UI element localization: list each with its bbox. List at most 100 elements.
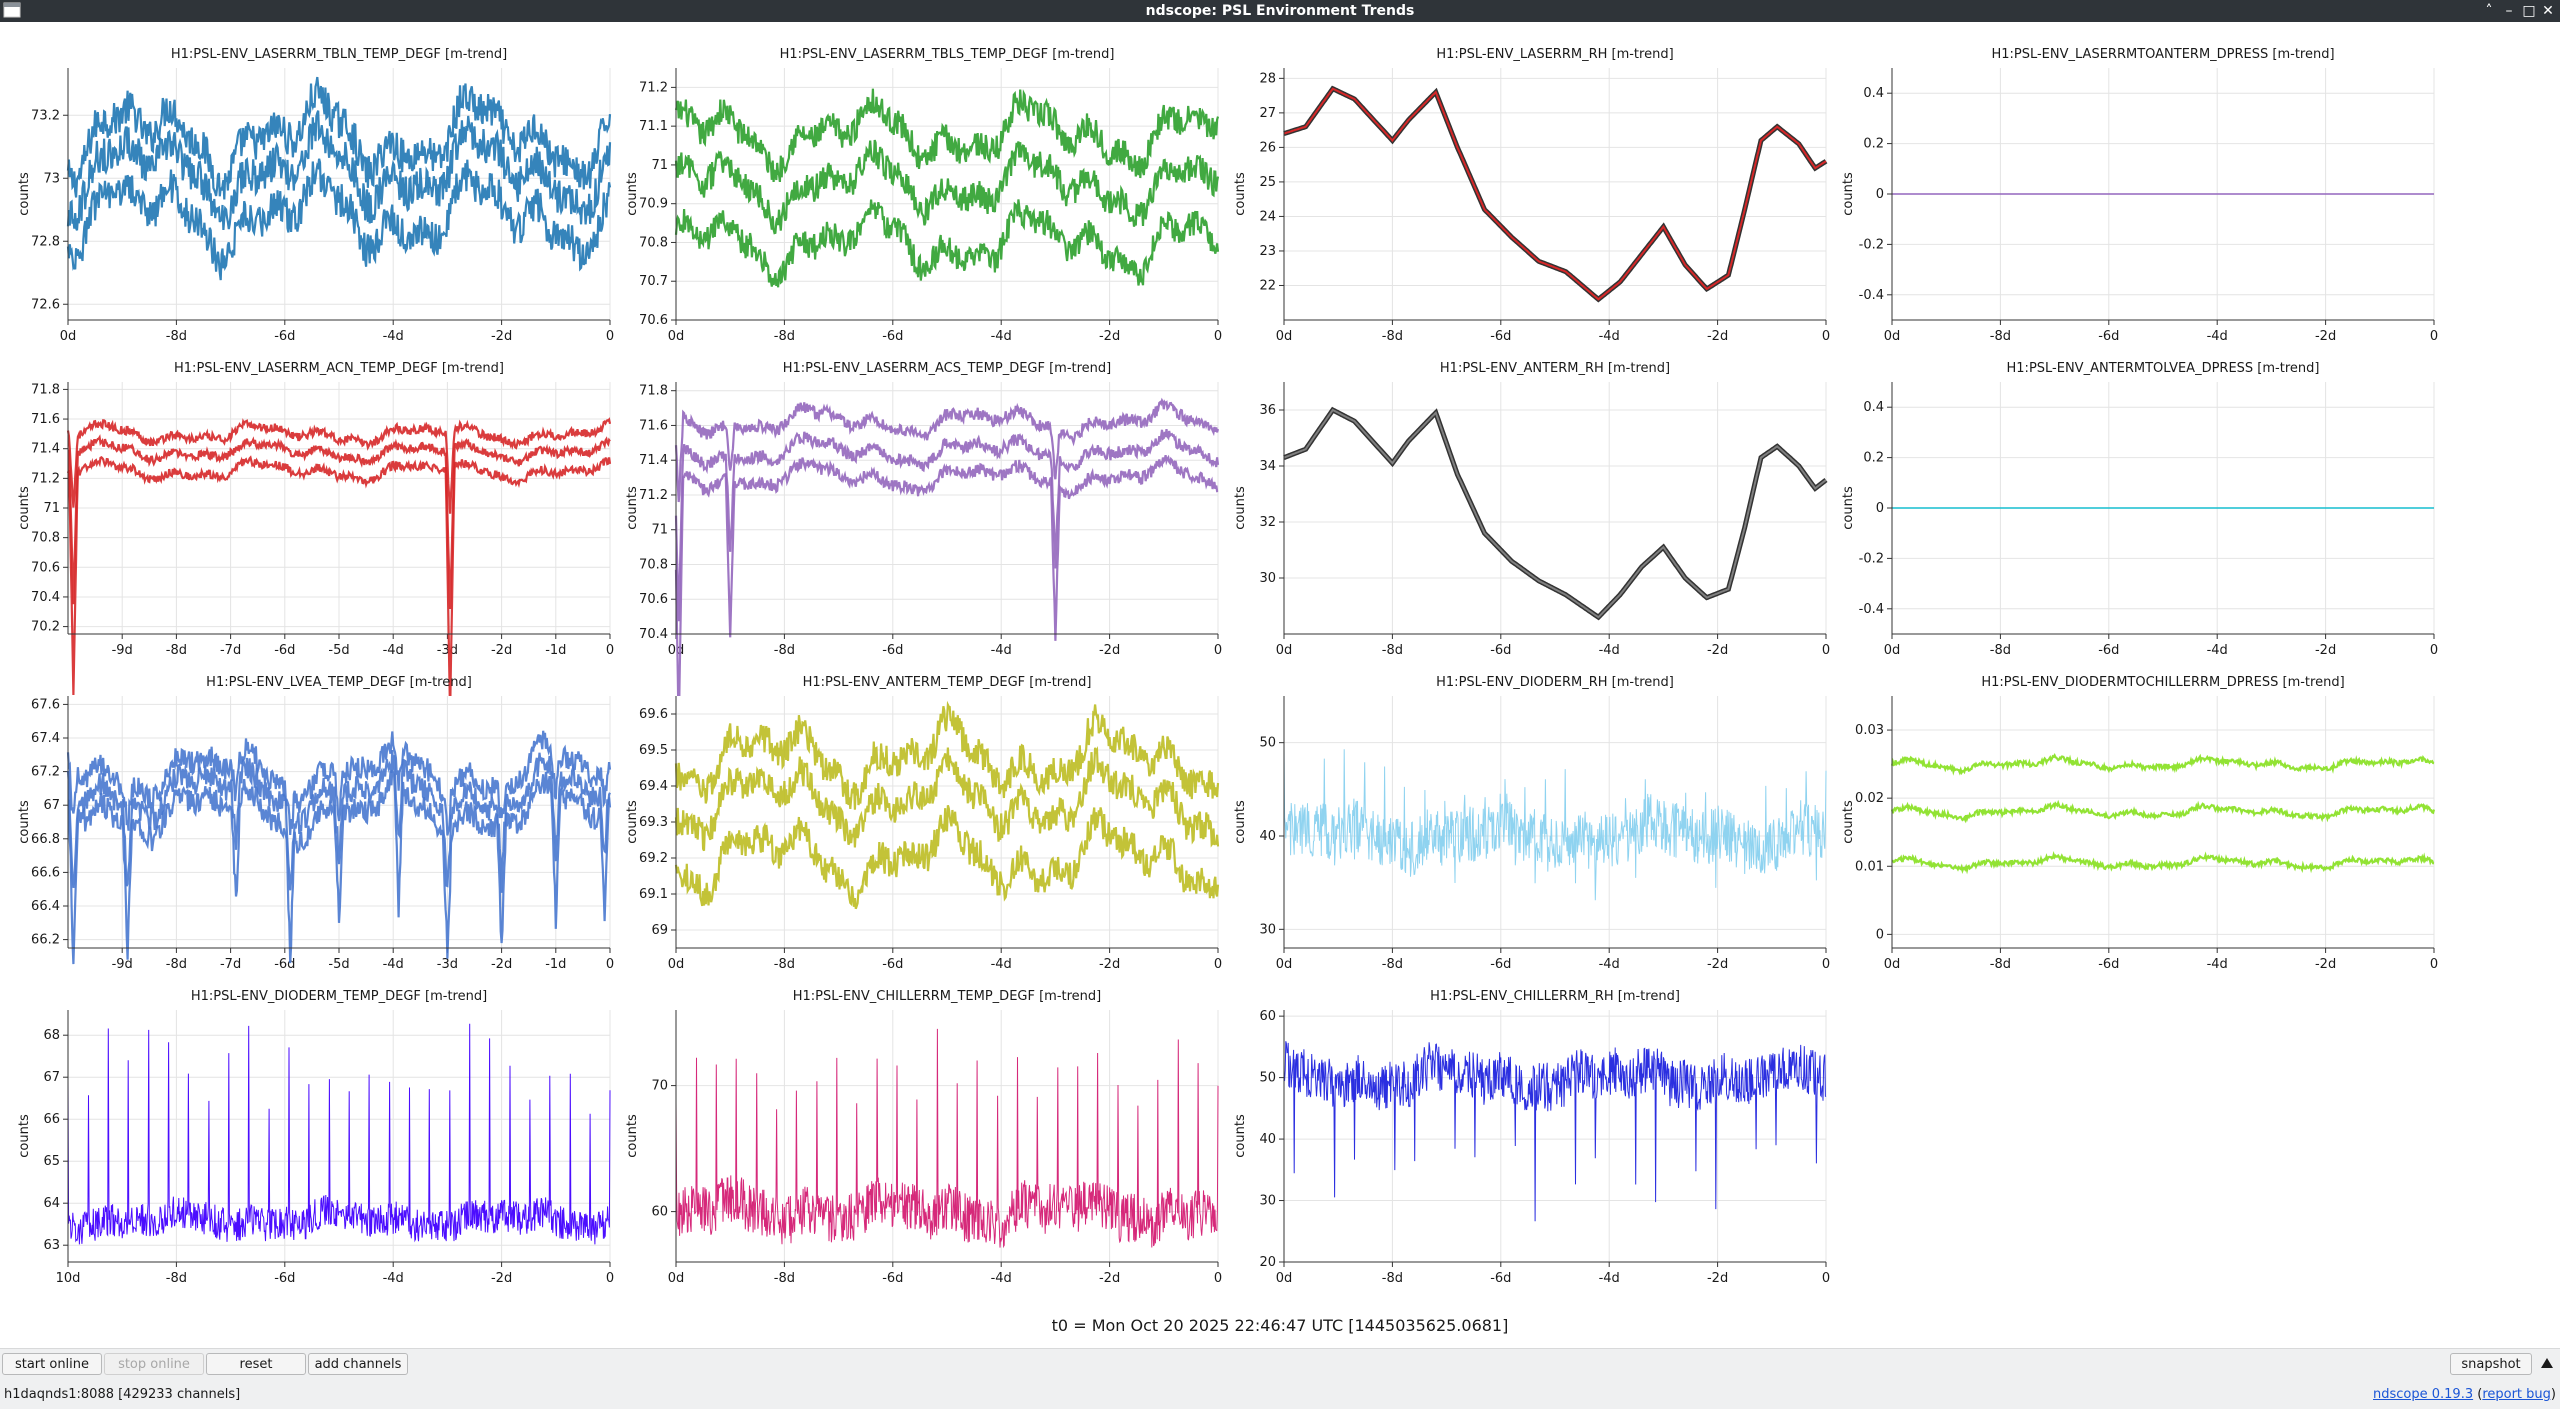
y-tick-label: 70.4: [31, 590, 60, 605]
y-tick-label: 69.3: [639, 815, 668, 830]
y-axis-label: counts: [625, 486, 640, 530]
x-tick-label: 0: [606, 329, 614, 344]
reset-button[interactable]: reset: [206, 1353, 306, 1375]
x-tick-label: -2d: [491, 1271, 512, 1286]
start-online-button[interactable]: start online: [2, 1353, 102, 1375]
report-bug-link[interactable]: report bug: [2482, 1387, 2551, 1402]
plot-title: H1:PSL-ENV_CHILLERRM_RH [m-trend]: [1430, 989, 1680, 1004]
y-tick-label: 70.7: [639, 274, 668, 289]
x-tick-label: 0: [606, 643, 614, 658]
y-tick-label: 0: [1876, 927, 1884, 942]
series-min-line: [67, 769, 612, 965]
plot-title: H1:PSL-ENV_ANTERMTOLVEA_DPRESS [m-trend]: [2007, 361, 2320, 376]
series-min-line: [66, 158, 612, 281]
series-mean-line: [1890, 799, 2436, 824]
x-tick-label: 0: [606, 1271, 614, 1286]
plot-title: H1:PSL-ENV_DIODERMTOCHILLERRM_DPRESS [m-…: [1981, 675, 2344, 690]
y-tick-label: 66.2: [31, 933, 60, 948]
y-tick-label: 36: [1259, 403, 1276, 418]
x-tick-label: -9d: [112, 643, 133, 658]
x-tick-label: 0d: [668, 329, 685, 344]
x-tick-label: -6d: [1490, 957, 1511, 972]
minimize-button[interactable]: –: [2505, 3, 2513, 19]
y-tick-label: 71.4: [639, 453, 668, 468]
x-tick-label: -6d: [274, 643, 295, 658]
y-tick-label: 70.8: [639, 235, 668, 250]
y-tick-label: 71.2: [639, 80, 668, 95]
plot-panel: H1:PSL-ENV_LASERRM_ACN_TEMP_DEGF [m-tren…: [17, 361, 614, 716]
y-tick-label: 67: [43, 798, 60, 813]
version-link[interactable]: ndscope 0.19.3: [2373, 1387, 2474, 1402]
plot-grid[interactable]: H1:PSL-ENV_LASERRM_TBLN_TEMP_DEGF [m-tre…: [0, 22, 2560, 1292]
y-axis-label: counts: [1841, 486, 1856, 530]
y-tick-label: 72.8: [31, 234, 60, 249]
x-tick-label: -4d: [991, 1271, 1012, 1286]
x-tick-label: -8d: [774, 1271, 795, 1286]
plot-panel: H1:PSL-ENV_DIODERM_TEMP_DEGF [m-trend] 10…: [17, 989, 614, 1286]
series-mean-line: [1283, 408, 1827, 619]
y-tick-label: 71.8: [31, 382, 60, 397]
y-axis-label: counts: [625, 172, 640, 216]
y-tick-label: 27: [1259, 106, 1276, 121]
plot-title: H1:PSL-ENV_DIODERM_TEMP_DEGF [m-trend]: [191, 989, 487, 1004]
y-tick-label: 71: [43, 501, 60, 516]
plot-area: [1284, 68, 1826, 320]
y-axis-label: counts: [17, 1114, 32, 1158]
x-tick-label: -8d: [1990, 643, 2011, 658]
stop-online-button[interactable]: stop online: [104, 1353, 204, 1375]
x-tick-label: 0: [2430, 643, 2438, 658]
x-tick-label: -8d: [1382, 957, 1403, 972]
plot-area: [1284, 1010, 1826, 1262]
plot-title: H1:PSL-ENV_ANTERM_RH [m-trend]: [1440, 361, 1670, 376]
y-tick-label: 0.4: [1863, 86, 1884, 101]
series-max-line: [1890, 752, 2435, 776]
x-tick-label: -6d: [882, 957, 903, 972]
y-tick-label: 50: [1259, 736, 1276, 751]
y-tick-label: 71.8: [639, 384, 668, 399]
x-tick-label: 0: [606, 957, 614, 972]
triangle-up-icon[interactable]: [2540, 1357, 2554, 1369]
y-axis-label: counts: [625, 800, 640, 844]
x-tick-label: -2d: [1707, 1271, 1728, 1286]
y-tick-label: 24: [1259, 209, 1276, 224]
plot-title: H1:PSL-ENV_DIODERM_RH [m-trend]: [1436, 675, 1674, 690]
x-tick-label: -2d: [491, 643, 512, 658]
series-mean-line: [66, 749, 611, 893]
x-tick-label: -8d: [1990, 329, 2011, 344]
x-tick-label: -2d: [2315, 643, 2336, 658]
maximize-button[interactable]: □: [2522, 3, 2536, 19]
close-button[interactable]: ✕: [2542, 3, 2554, 19]
series-mean-line: [674, 139, 1220, 235]
y-tick-label: 70.6: [639, 592, 668, 607]
x-tick-label: -8d: [1382, 1271, 1403, 1286]
plot-panel: H1:PSL-ENV_ANTERMTOLVEA_DPRESS [m-trend]…: [1841, 361, 2438, 658]
y-tick-label: 71.2: [639, 488, 668, 503]
window-titlebar: ndscope: PSL Environment Trends ˄ – □ ✕: [0, 0, 2560, 22]
x-tick-label: 0: [2430, 957, 2438, 972]
x-tick-label: -4d: [991, 329, 1012, 344]
nds-server-status: h1daqnds1:8088 [429233 channels]: [4, 1387, 241, 1402]
y-tick-label: 70.6: [639, 313, 668, 328]
x-tick-label: 0: [1214, 329, 1222, 344]
y-tick-label: 70.8: [31, 531, 60, 546]
plot-panel: H1:PSL-ENV_ANTERM_TEMP_DEGF [m-trend] 0d -…: [625, 675, 1222, 972]
report-bug-close-paren: ): [2550, 1387, 2556, 1402]
y-tick-label: 26: [1259, 140, 1276, 155]
snapshot-button[interactable]: snapshot: [2450, 1353, 2532, 1375]
y-tick-label: 67: [43, 1070, 60, 1085]
shade-button[interactable]: ˄: [2485, 3, 2493, 19]
add-channels-button[interactable]: add channels: [308, 1353, 408, 1375]
y-axis-label: counts: [1233, 486, 1248, 530]
plot-title: H1:PSL-ENV_LASERRMTOANTERM_DPRESS [m-tre…: [1991, 47, 2334, 62]
x-tick-label: -6d: [2098, 643, 2119, 658]
x-tick-label: 0: [1822, 1271, 1830, 1286]
series-max-line: [66, 76, 612, 200]
x-tick-label: -8d: [1382, 643, 1403, 658]
x-tick-label: -2d: [1099, 643, 1120, 658]
y-tick-label: 32: [1259, 515, 1276, 530]
y-axis-label: counts: [1233, 1114, 1248, 1158]
y-tick-label: 40: [1259, 1132, 1276, 1147]
series-min-line: [674, 454, 1219, 738]
plot-panel: H1:PSL-ENV_ANTERM_RH [m-trend] 0d -8d -6d -4…: [1233, 361, 1830, 658]
y-tick-label: 71.1: [639, 119, 668, 134]
